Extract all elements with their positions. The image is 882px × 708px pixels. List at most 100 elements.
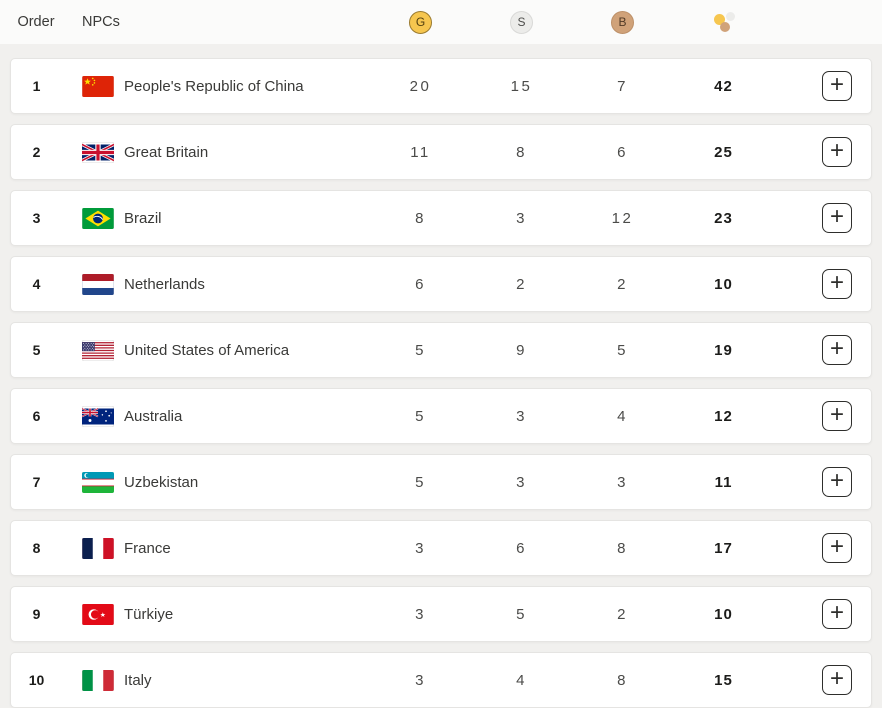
bronze-count: 5 bbox=[617, 341, 628, 359]
row-action-cell: + bbox=[774, 599, 871, 629]
plus-icon: + bbox=[829, 136, 844, 164]
expand-row-button[interactable]: + bbox=[822, 71, 852, 101]
silver-medal-icon: S bbox=[510, 10, 533, 34]
total-count: 23 bbox=[714, 209, 733, 227]
table-row[interactable]: 3 Brazil 8 3 12 23 + bbox=[10, 190, 872, 246]
expand-row-button[interactable]: + bbox=[822, 269, 852, 299]
fr-flag-icon bbox=[82, 537, 114, 559]
column-header-npcs: NPCs bbox=[82, 14, 120, 30]
expand-row-button[interactable]: + bbox=[822, 665, 852, 695]
column-header-bronze[interactable]: B bbox=[572, 10, 673, 34]
silver-count: 8 bbox=[516, 143, 527, 161]
bronze-count: 2 bbox=[617, 605, 628, 623]
table-row[interactable]: 2 Great Britain 11 8 6 25 + bbox=[10, 124, 872, 180]
table-row[interactable]: 1 People's Republic of China 20 15 7 42 … bbox=[10, 58, 872, 114]
silver-count: 9 bbox=[516, 341, 527, 359]
silver-count: 3 bbox=[516, 407, 527, 425]
gb-flag-icon bbox=[82, 142, 114, 163]
row-action-cell: + bbox=[774, 269, 871, 299]
plus-icon: + bbox=[829, 202, 844, 230]
gold-count: 5 bbox=[415, 341, 426, 359]
expand-row-button[interactable]: + bbox=[822, 467, 852, 497]
country-name: United States of America bbox=[124, 341, 290, 359]
country-name: People's Republic of China bbox=[124, 77, 304, 95]
country-name: Italy bbox=[124, 671, 152, 689]
gold-count: 3 bbox=[415, 671, 426, 689]
npc-cell: Brazil bbox=[62, 207, 370, 229]
npc-cell: Türkiye bbox=[62, 603, 370, 625]
silver-count: 6 bbox=[516, 539, 527, 557]
gold-count: 6 bbox=[415, 275, 426, 293]
table-row[interactable]: 8 France 3 6 8 17 + bbox=[10, 520, 872, 576]
us-flag-icon bbox=[82, 340, 114, 361]
row-action-cell: + bbox=[774, 335, 871, 365]
rank-value: 5 bbox=[32, 342, 41, 358]
silver-count: 2 bbox=[516, 275, 527, 293]
tr-flag-icon bbox=[82, 603, 114, 625]
npc-cell: Uzbekistan bbox=[62, 471, 370, 493]
row-action-cell: + bbox=[774, 401, 871, 431]
bronze-count: 8 bbox=[617, 671, 628, 689]
plus-icon: + bbox=[829, 532, 844, 560]
expand-row-button[interactable]: + bbox=[822, 401, 852, 431]
table-row[interactable]: 4 Netherlands 6 2 2 10 + bbox=[10, 256, 872, 312]
npc-cell: Great Britain bbox=[62, 142, 370, 163]
bronze-count: 7 bbox=[617, 77, 628, 95]
expand-row-button[interactable]: + bbox=[822, 203, 852, 233]
rank-value: 9 bbox=[32, 606, 41, 622]
au-flag-icon bbox=[82, 406, 114, 427]
rank-value: 4 bbox=[32, 276, 41, 292]
gold-count: 3 bbox=[415, 605, 426, 623]
silver-count: 3 bbox=[516, 473, 527, 491]
column-header-total[interactable] bbox=[673, 10, 774, 34]
rank-value: 7 bbox=[32, 474, 41, 490]
nl-flag-icon bbox=[82, 273, 114, 295]
column-header-gold[interactable]: G bbox=[370, 10, 471, 34]
plus-icon: + bbox=[829, 598, 844, 626]
npc-cell: France bbox=[62, 537, 370, 559]
npc-cell: Netherlands bbox=[62, 273, 370, 295]
gold-count: 5 bbox=[415, 407, 426, 425]
column-header-order: Order bbox=[17, 14, 55, 30]
table-row[interactable]: 6 Australia 5 3 4 12 + bbox=[10, 388, 872, 444]
total-count: 17 bbox=[714, 539, 733, 557]
silver-count: 3 bbox=[516, 209, 527, 227]
rank-value: 6 bbox=[32, 408, 41, 424]
silver-count: 5 bbox=[516, 605, 527, 623]
total-count: 19 bbox=[714, 341, 733, 359]
npc-cell: United States of America bbox=[62, 340, 370, 361]
total-count: 12 bbox=[714, 407, 733, 425]
gold-count: 5 bbox=[415, 473, 426, 491]
bronze-count: 12 bbox=[611, 209, 634, 227]
uz-flag-icon bbox=[82, 471, 114, 493]
row-action-cell: + bbox=[774, 467, 871, 497]
expand-row-button[interactable]: + bbox=[822, 137, 852, 167]
total-silver-dot bbox=[725, 12, 735, 21]
row-action-cell: + bbox=[774, 137, 871, 167]
rank-value: 10 bbox=[28, 672, 45, 688]
row-action-cell: + bbox=[774, 203, 871, 233]
row-action-cell: + bbox=[774, 71, 871, 101]
total-count: 25 bbox=[714, 143, 733, 161]
expand-row-button[interactable]: + bbox=[822, 335, 852, 365]
country-name: Brazil bbox=[124, 209, 162, 227]
country-name: Great Britain bbox=[124, 143, 209, 161]
total-count: 10 bbox=[714, 275, 733, 293]
expand-row-button[interactable]: + bbox=[822, 533, 852, 563]
expand-row-button[interactable]: + bbox=[822, 599, 852, 629]
table-row[interactable]: 9 Türkiye 3 5 2 10 + bbox=[10, 586, 872, 642]
column-header-silver[interactable]: S bbox=[471, 10, 572, 34]
total-bronze-dot bbox=[719, 22, 730, 32]
gold-medal-icon: G bbox=[409, 10, 432, 34]
table-row[interactable]: 7 Uzbekistan 5 3 3 11 + bbox=[10, 454, 872, 510]
rank-value: 3 bbox=[32, 210, 41, 226]
country-name: France bbox=[124, 539, 171, 557]
table-row[interactable]: 5 United States of America 5 9 5 19 + bbox=[10, 322, 872, 378]
table-row[interactable]: 10 Italy 3 4 8 15 + bbox=[10, 652, 872, 708]
plus-icon: + bbox=[829, 268, 844, 296]
total-count: 10 bbox=[714, 605, 733, 623]
gold-count: 8 bbox=[415, 209, 426, 227]
bronze-count: 8 bbox=[617, 539, 628, 557]
npc-cell: People's Republic of China bbox=[62, 75, 370, 97]
